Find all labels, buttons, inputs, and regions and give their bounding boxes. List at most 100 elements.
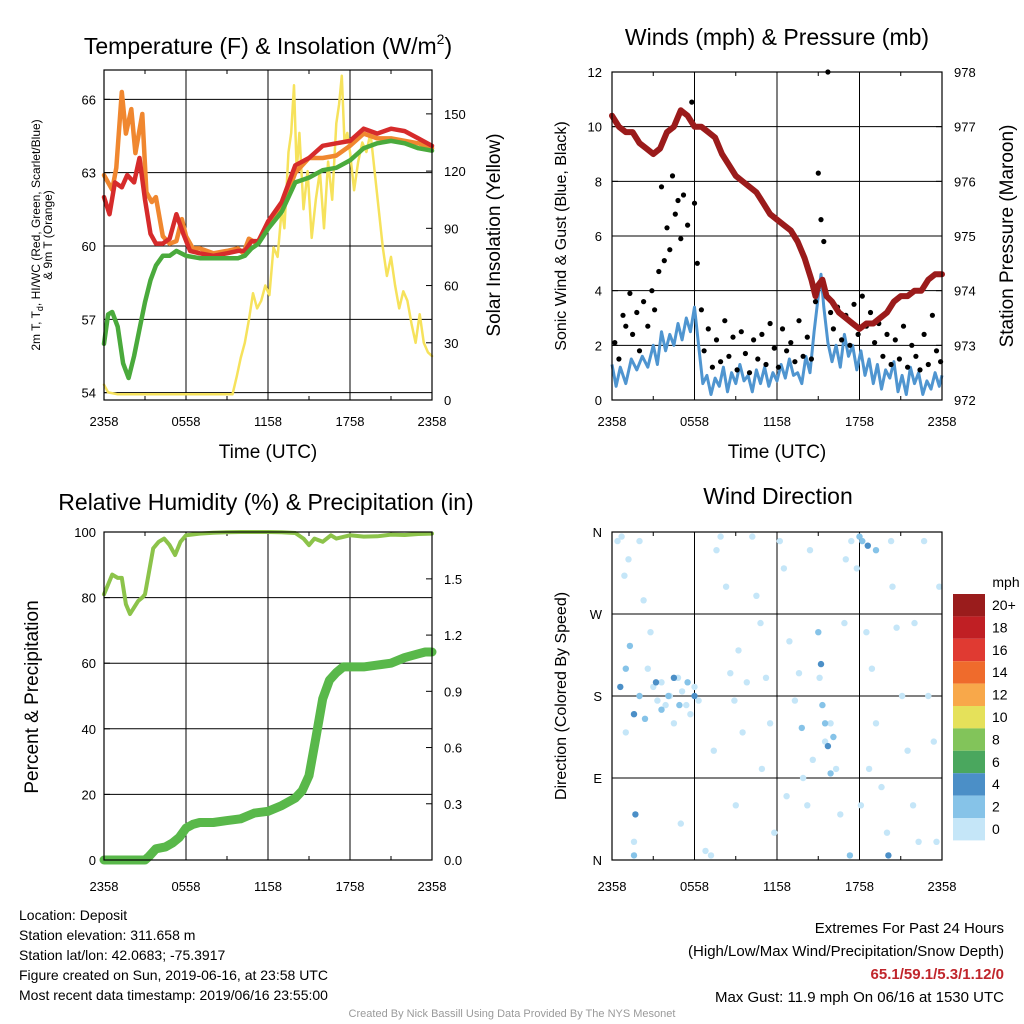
title-part: ): [444, 33, 452, 59]
gust-point: [730, 334, 736, 340]
y-tick-label: 10: [588, 120, 602, 135]
legend-label: 10: [992, 709, 1008, 725]
gust-point: [921, 331, 927, 337]
direction-point: [856, 533, 863, 540]
gust-point: [680, 192, 687, 198]
gust-point: [788, 340, 794, 346]
gust-point: [689, 99, 695, 105]
gust-point: [880, 353, 886, 359]
direction-point: [707, 852, 715, 859]
y-tick-label: 40: [82, 722, 96, 737]
direction-point: [691, 692, 698, 700]
direction-point: [731, 697, 738, 704]
direction-point: [762, 674, 770, 681]
y2-tick-label: 974: [954, 284, 976, 299]
gust-point: [738, 329, 744, 335]
direction-point: [683, 701, 690, 709]
direction-point: [821, 720, 829, 727]
direction-point: [710, 747, 717, 754]
gust-point: [767, 320, 773, 327]
direction-point: [795, 670, 803, 677]
direction-point: [837, 811, 844, 818]
direction-point: [830, 733, 837, 741]
credit-line: Created By Nick Bassill Using Data Provi…: [348, 1008, 676, 1020]
gust-point: [905, 364, 911, 370]
x-axis-label: Time (UTC): [219, 442, 318, 463]
plot-frame: [611, 71, 943, 401]
direction-point: [695, 697, 702, 704]
y-tick-label: 2: [595, 338, 602, 353]
legend-swatch: [953, 818, 985, 841]
station-elevation: Station elevation: 311.658 m: [19, 927, 196, 943]
gust-point: [909, 342, 915, 348]
gust-point: [667, 247, 673, 253]
y2-tick-label: 120: [444, 164, 466, 179]
x-tick-label: 2358: [90, 414, 119, 429]
gust-point: [691, 200, 698, 206]
y-tick-label: E: [593, 771, 602, 786]
direction-point: [920, 537, 928, 545]
direction-point: [722, 583, 730, 590]
precipitation-line: [99, 647, 437, 865]
temperature-series-line: [101, 89, 435, 256]
gust-point: [726, 353, 732, 359]
extremes-heading: Extremes For Past 24 Hours: [814, 920, 1004, 937]
direction-point: [883, 829, 891, 836]
direction-point: [865, 765, 873, 773]
direction-point: [832, 765, 840, 773]
gust-point: [812, 299, 819, 305]
direction-point: [925, 692, 932, 700]
temperature-series-line: [101, 138, 435, 381]
x-tick-label: 2358: [418, 414, 447, 429]
y-tick-label: 4: [595, 284, 602, 299]
direction-point: [636, 692, 643, 700]
gust-point: [859, 293, 865, 299]
direction-point: [630, 838, 638, 845]
y2-tick-label: 0.9: [444, 684, 462, 699]
legend-label: 20+: [992, 597, 1016, 613]
gust-point: [751, 337, 757, 343]
gust-point: [616, 356, 622, 362]
y2-tick-label: 0: [444, 393, 451, 408]
gust-point: [759, 331, 765, 337]
direction-point: [815, 629, 822, 636]
y-label-subscript: d: [35, 306, 45, 311]
y2-axis-label: Solar Insolation (Yellow): [484, 133, 505, 336]
direction-point: [827, 770, 834, 777]
plot-frame: [103, 69, 433, 401]
gust-point: [746, 370, 753, 376]
x-tick-label: 1758: [845, 414, 874, 429]
legend-label: 16: [992, 642, 1008, 658]
direction-point: [915, 838, 922, 845]
direction-point: [702, 847, 709, 855]
y-tick-label: 60: [82, 656, 96, 671]
y-tick-label: 57: [82, 312, 96, 327]
x-tick-label: 1758: [845, 879, 874, 894]
direction-point: [783, 793, 790, 800]
gust-point: [872, 340, 878, 346]
direction-point: [799, 774, 807, 782]
extremes-values: 65.1/59.1/5.3/1.12/0: [870, 966, 1004, 983]
legend-swatch: [953, 706, 985, 729]
direction-point: [658, 706, 665, 713]
direction-point: [626, 642, 634, 650]
direction-point: [691, 683, 698, 691]
wind-speed-line: [610, 272, 944, 396]
y-tick-label: N: [593, 853, 602, 868]
gust-point: [722, 318, 728, 324]
gust-point: [645, 323, 651, 329]
legend-label: 2: [992, 799, 1000, 815]
legend-label: 8: [992, 731, 1000, 747]
extremes-panel: Extremes For Past 24 Hours (High/Low/Max…: [688, 917, 1004, 1009]
direction-point: [824, 742, 832, 750]
gust-point: [830, 326, 837, 332]
gust-point: [669, 173, 676, 179]
direction-point: [644, 665, 651, 672]
gust-point: [672, 211, 678, 217]
station-info: Location: Deposit Station elevation: 311…: [19, 905, 328, 1005]
gust-point: [839, 337, 845, 343]
y2-tick-label: 976: [954, 174, 976, 189]
gust-point: [658, 184, 665, 190]
x-tick-label: 2358: [598, 414, 627, 429]
y-axis-label: Direction (Colored By Speed): [553, 592, 570, 800]
